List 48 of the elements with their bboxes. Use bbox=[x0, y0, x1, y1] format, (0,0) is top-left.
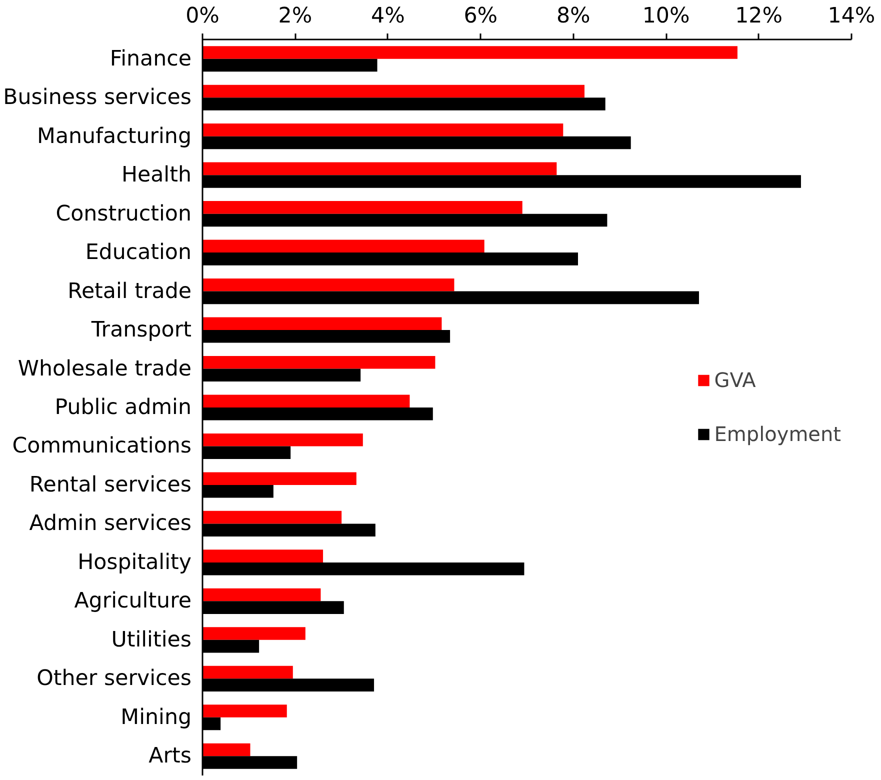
y-tick-label: Retail trade bbox=[68, 278, 192, 304]
bar bbox=[202, 240, 484, 253]
bar bbox=[202, 550, 324, 562]
x-tick-label: 0% bbox=[186, 4, 220, 28]
y-tick-label: Hospitality bbox=[78, 550, 192, 575]
y-tick-label: Communications bbox=[12, 434, 192, 459]
y-tick-label: Education bbox=[85, 240, 192, 266]
bar bbox=[202, 46, 738, 59]
y-tick-label: Manufacturing bbox=[37, 124, 192, 149]
y-tick-label: Admin services bbox=[29, 511, 192, 536]
bar bbox=[202, 433, 363, 446]
x-tick-label: 14% bbox=[828, 4, 876, 28]
bar bbox=[202, 124, 564, 136]
y-tick-label: Arts bbox=[148, 744, 192, 769]
bar bbox=[202, 743, 250, 756]
bar bbox=[202, 627, 306, 640]
y-tick-label: Agriculture bbox=[74, 588, 192, 614]
bar bbox=[202, 704, 287, 718]
y-tick-label: Construction bbox=[56, 201, 192, 226]
y-tick-label: Transport bbox=[90, 318, 192, 343]
y-tick-label: Finance bbox=[110, 46, 192, 72]
bar bbox=[202, 510, 342, 524]
bar bbox=[202, 356, 436, 369]
bar bbox=[202, 394, 410, 408]
x-tick-label: 2% bbox=[278, 4, 312, 28]
bar bbox=[202, 201, 522, 214]
legend-label: Employment bbox=[714, 422, 841, 446]
bar bbox=[202, 84, 584, 98]
y-tick-label: Public admin bbox=[54, 395, 192, 420]
y-tick-label: Other services bbox=[36, 666, 192, 692]
bar bbox=[202, 588, 321, 602]
bar bbox=[202, 162, 557, 176]
x-tick-label: 10% bbox=[642, 4, 690, 28]
bar bbox=[202, 472, 356, 485]
y-tick-label: Utilities bbox=[111, 627, 192, 652]
y-tick-label: Health bbox=[121, 162, 192, 188]
bar bbox=[202, 317, 442, 330]
legend-label: GVA bbox=[714, 368, 756, 392]
x-tick-label: 12% bbox=[735, 4, 782, 28]
y-tick-label: Mining bbox=[120, 704, 192, 730]
bar bbox=[202, 278, 454, 292]
y-tick-label: Wholesale trade bbox=[18, 356, 192, 382]
x-tick-label: 6% bbox=[464, 4, 498, 28]
x-tick-label: 4% bbox=[371, 4, 405, 28]
x-tick-label: 8% bbox=[556, 4, 590, 28]
y-tick-label: Business services bbox=[3, 85, 192, 110]
y-tick-label: Rental services bbox=[29, 472, 192, 498]
bar bbox=[202, 666, 293, 679]
